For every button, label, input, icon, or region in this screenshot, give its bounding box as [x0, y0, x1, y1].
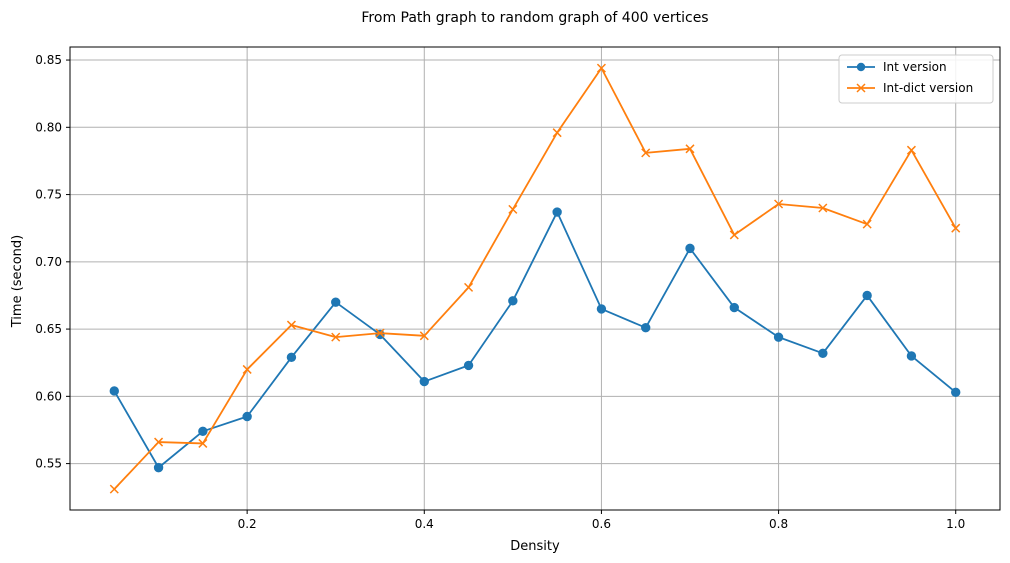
y-tick-label: 0.75 [35, 188, 62, 202]
marker-stroke [552, 128, 562, 138]
data-point [375, 329, 385, 340]
marker-stroke [286, 320, 296, 330]
data-point [508, 204, 518, 214]
data-point [419, 331, 429, 341]
series-line [113, 211, 957, 469]
data-point [906, 145, 916, 155]
marker-stroke [375, 328, 385, 338]
marker-stroke [464, 282, 474, 292]
data-point [153, 462, 164, 473]
x-tick-label: 1.0 [946, 517, 965, 531]
marker-stroke [774, 199, 784, 209]
legend-marker [856, 62, 866, 72]
data-point [862, 290, 872, 301]
legend-marker [856, 83, 866, 93]
series-line [113, 67, 957, 490]
series-1 [109, 207, 961, 473]
data-point [286, 352, 297, 363]
marker-stroke [419, 331, 429, 341]
data-point [331, 332, 341, 342]
data-point [773, 332, 784, 342]
data-point [641, 323, 651, 333]
data-point [331, 297, 341, 307]
data-point [685, 243, 695, 254]
data-point [242, 411, 252, 422]
series-layer [109, 63, 961, 494]
legend: Int version Int-dict version [838, 54, 994, 104]
data-point [463, 360, 474, 371]
marker-stroke [729, 230, 739, 240]
marker-stroke [685, 144, 695, 154]
grid-lines [70, 47, 1000, 510]
legend-box [838, 54, 994, 104]
data-point [109, 386, 119, 396]
marker-stroke [508, 204, 518, 214]
data-point [286, 320, 296, 330]
data-point [154, 437, 164, 447]
data-point [109, 484, 119, 494]
data-point [641, 148, 651, 158]
data-point [419, 376, 429, 387]
data-point [774, 199, 784, 209]
x-tick-label: 0.4 [415, 517, 434, 531]
y-axis-label: Time (second) [10, 235, 25, 328]
data-point [862, 219, 872, 229]
y-tick-label: 0.80 [35, 120, 62, 134]
data-point [198, 426, 208, 437]
marker-stroke [641, 148, 651, 158]
legend-label: Int version [883, 60, 947, 74]
data-point [818, 348, 828, 358]
marker-stroke [906, 145, 916, 155]
marker-stroke [951, 223, 961, 233]
plot-frame [69, 46, 1001, 511]
marker-stroke [818, 203, 828, 213]
data-point [951, 387, 961, 397]
data-point [818, 203, 828, 213]
marker-stroke [596, 63, 606, 73]
data-point [729, 302, 739, 313]
marker-stroke [862, 219, 872, 229]
data-point [464, 282, 474, 292]
x-tick-label: 0.6 [592, 517, 611, 531]
data-point [375, 328, 385, 338]
data-point [198, 438, 208, 448]
data-point [906, 351, 917, 361]
legend-label: Int-dict version [883, 81, 973, 95]
x-axis-label: Density [510, 539, 560, 554]
data-point [508, 296, 518, 306]
axis-ticks: 0.2 0.4 0.6 0.8 1.0 0.55 0.60 0.65 0.70 0.75 0.80 0… [35, 53, 965, 531]
data-point [951, 223, 961, 233]
x-tick-label: 0.8 [769, 517, 788, 531]
marker-stroke [109, 484, 119, 494]
data-point [685, 144, 695, 154]
marker-stroke [331, 332, 341, 342]
data-point [552, 207, 562, 217]
data-point [552, 128, 562, 138]
y-tick-label: 0.65 [35, 322, 62, 336]
data-point [729, 230, 739, 240]
y-tick-label: 0.55 [35, 457, 62, 471]
x-tick-label: 0.2 [238, 517, 257, 531]
y-tick-label: 0.85 [35, 53, 62, 67]
marker-stroke [242, 364, 252, 374]
y-tick-label: 0.60 [35, 389, 62, 403]
data-point [596, 304, 607, 314]
data-point [242, 364, 252, 374]
marker-stroke [198, 438, 208, 448]
series-2 [109, 63, 961, 494]
y-tick-label: 0.70 [35, 255, 62, 269]
chart-title: From Path graph to random graph of 400 v… [361, 10, 708, 26]
data-point [596, 63, 606, 73]
marker-stroke [154, 437, 164, 447]
